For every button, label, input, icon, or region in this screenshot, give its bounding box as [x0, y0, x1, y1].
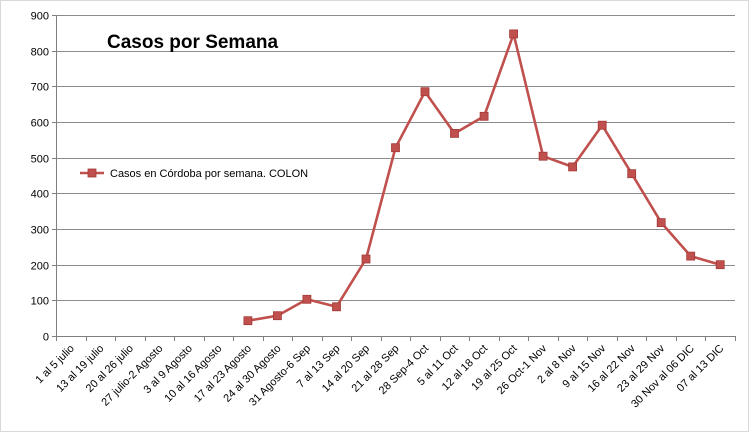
y-axis-ticks: 0 100 200 300 400 500 600 700 800 900: [31, 11, 56, 344]
data-point: [597, 120, 607, 130]
y-tick-label: 100: [31, 296, 49, 308]
data-point: [715, 260, 725, 270]
data-point: [302, 294, 312, 304]
y-tick-label: 0: [43, 332, 49, 344]
y-tick-label: 600: [31, 118, 49, 130]
data-point: [332, 302, 341, 312]
y-tick-label: 800: [31, 47, 49, 59]
data-point: [243, 316, 253, 326]
data-point: [509, 29, 519, 39]
y-tick-label: 400: [31, 189, 49, 201]
legend-label: Casos en Córdoba por semana. COLON: [110, 168, 308, 180]
data-point: [627, 169, 637, 179]
data-point: [656, 218, 666, 228]
data-point: [420, 87, 430, 97]
data-point: [538, 151, 548, 161]
chart-title: Casos por Semana: [107, 32, 278, 53]
data-point: [568, 162, 577, 172]
y-tick-label: 700: [31, 82, 49, 94]
y-tick-label: 300: [31, 225, 49, 237]
y-tick-label: 500: [31, 154, 49, 166]
data-point: [450, 128, 459, 138]
legend: Casos en Córdoba por semana. COLON: [80, 168, 308, 180]
gridlines: [56, 15, 735, 301]
data-point: [391, 143, 400, 153]
data-point: [479, 111, 489, 121]
legend-marker: [87, 168, 97, 178]
data-point: [686, 251, 696, 261]
data-point: [361, 254, 371, 264]
series: [243, 29, 725, 326]
data-point: [272, 311, 282, 321]
y-tick-label: 200: [31, 261, 49, 273]
axes: [56, 15, 735, 337]
y-tick-label: 900: [31, 11, 49, 23]
